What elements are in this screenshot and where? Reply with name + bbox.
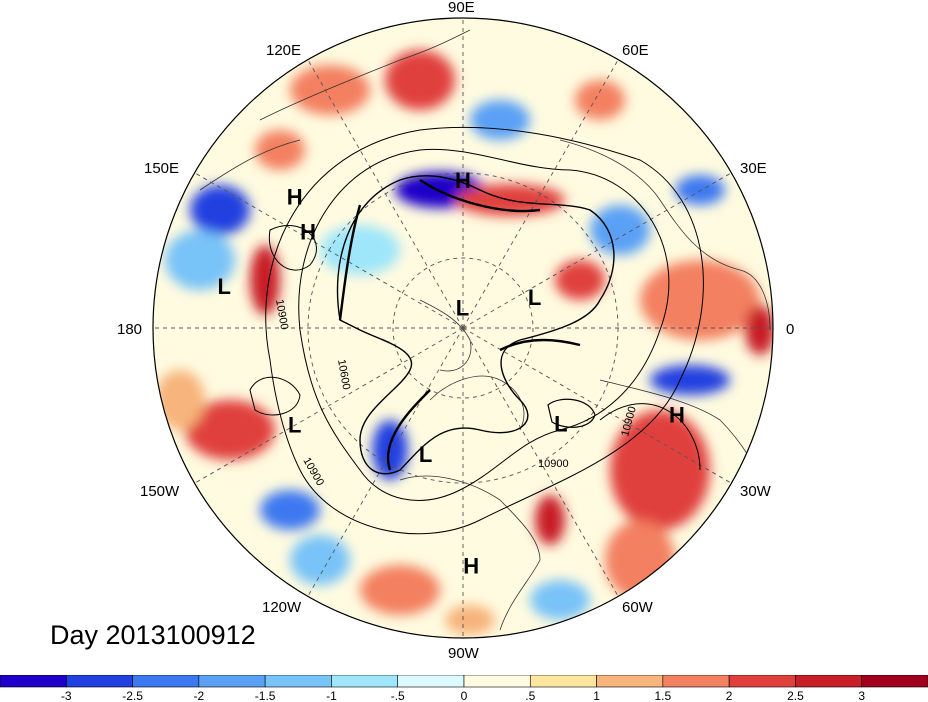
low-pressure-marker: L (554, 412, 567, 437)
low-pressure-marker: L (456, 295, 469, 320)
lon-label-30w: 30W (740, 483, 772, 500)
high-pressure-marker: H (300, 219, 316, 244)
anomaly-blob (605, 520, 675, 600)
low-pressure-marker: L (288, 412, 301, 437)
colorbar-swatch (728, 675, 796, 688)
colorbar: -3 -2.5 -2 -1.5 -1 -.5 0 .5 1 1.5 2 2.5 3 (0, 675, 928, 702)
high-pressure-marker: H (455, 168, 471, 193)
anomaly-blob (255, 130, 305, 170)
anomaly-blob (190, 185, 250, 235)
lon-label-120e: 120E (266, 42, 301, 59)
colorbar-tick-label: 3 (858, 689, 865, 702)
lon-label-60w: 60W (622, 599, 654, 616)
colorbar-swatch (331, 675, 399, 688)
day-label: Day 2013100912 (50, 620, 256, 650)
longitude-labels: 90E 60E 30E 0 30W 60W 90W 120W 150W 180 … (117, 0, 794, 662)
lon-label-180: 180 (117, 321, 142, 338)
colorbar-swatch (65, 675, 133, 688)
anomaly-blob (590, 205, 650, 255)
colorbar-swatch (463, 675, 531, 688)
anomaly-blob (260, 490, 320, 530)
map-boundary (152, 17, 774, 639)
lon-label-120w: 120W (262, 599, 302, 616)
anomaly-blob (610, 410, 710, 530)
low-pressure-marker: L (218, 274, 231, 299)
anomaly-blob (575, 80, 625, 120)
anomaly-field (153, 18, 773, 638)
colorbar-swatch (397, 675, 465, 688)
anomaly-blob (155, 370, 205, 430)
lon-label-60e: 60E (622, 42, 649, 59)
anomaly-blob (535, 495, 565, 545)
lon-label-30e: 30E (740, 160, 767, 177)
lon-label-90w: 90W (448, 645, 480, 662)
colorbar-tick-label: -.5 (391, 689, 405, 702)
contour-label: 10900 (273, 298, 290, 330)
anomaly-blob (650, 365, 730, 395)
anomaly-blob (320, 225, 400, 275)
anomaly-blob (372, 420, 408, 480)
colorbar-swatch (596, 675, 664, 688)
anomaly-blob (385, 50, 455, 110)
colorbar-tick-label: 0 (461, 689, 468, 702)
colorbar-swatch (662, 675, 730, 688)
lon-label-90e: 90E (448, 0, 475, 16)
anomaly-blob (745, 305, 773, 355)
anomaly-blob (640, 260, 760, 340)
colorbar-swatch (861, 675, 928, 688)
colorbar-swatch (0, 675, 67, 688)
colorbar-tick-label: 1 (593, 689, 600, 702)
anomaly-blob (445, 605, 495, 635)
colorbar-tick-label: -1 (326, 689, 337, 702)
anomaly-blob (530, 580, 590, 620)
contour-label: 10900 (538, 458, 569, 470)
colorbar-swatch (795, 675, 863, 688)
lon-label-150e: 150E (144, 160, 179, 177)
contour-label: 10600 (335, 358, 352, 390)
colorbar-tick-label: 1.5 (655, 689, 672, 702)
colorbar-swatch (132, 675, 200, 688)
low-pressure-marker: L (419, 442, 432, 467)
anomaly-blob (470, 100, 530, 140)
low-pressure-marker: L (528, 285, 541, 310)
colorbar-swatch (264, 675, 332, 688)
graticule (153, 18, 773, 638)
colorbar-tick-label: -2 (194, 689, 205, 702)
lon-label-150w: 150W (140, 483, 180, 500)
high-pressure-marker: H (463, 554, 479, 579)
colorbar-tick-label: -1.5 (255, 689, 276, 702)
anomaly-blob (675, 175, 725, 205)
high-pressure-marker: H (287, 185, 303, 210)
anomaly-blob (290, 535, 350, 585)
colorbar-swatch (198, 675, 266, 688)
anomaly-blob (290, 65, 370, 115)
anomaly-blob (360, 565, 440, 615)
colorbar-tick-label: -2.5 (122, 689, 143, 702)
colorbar-swatch (529, 675, 597, 688)
anomaly-blob (165, 230, 235, 290)
colorbar-tick-label: -3 (61, 689, 72, 702)
anomaly-blob (555, 260, 605, 300)
colorbar-tick-label: 2.5 (787, 689, 804, 702)
height-contours (249, 126, 704, 535)
colorbar-tick-label: 2 (726, 689, 733, 702)
high-pressure-marker: H (669, 402, 685, 427)
colorbar-tick-label: .5 (525, 689, 535, 702)
lon-label-0: 0 (786, 321, 794, 338)
anomaly-blob (185, 400, 275, 460)
